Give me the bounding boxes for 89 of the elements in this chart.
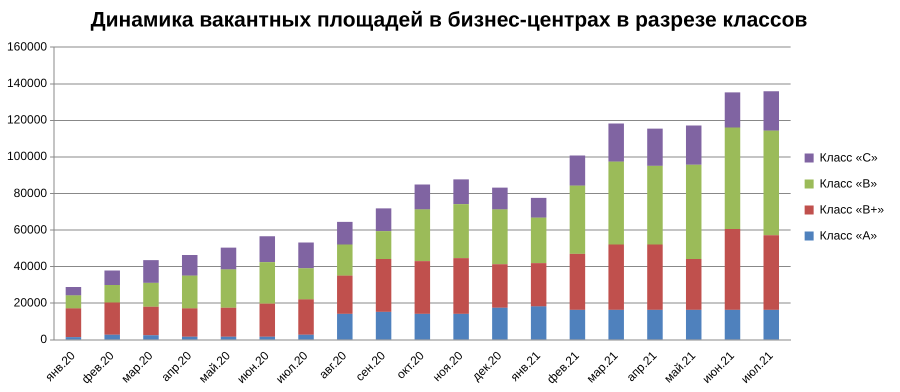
bar	[337, 222, 353, 245]
bar	[298, 242, 314, 268]
bar	[66, 308, 82, 338]
bar	[570, 186, 586, 254]
bar	[647, 166, 663, 245]
bar	[453, 314, 469, 340]
bar	[453, 204, 469, 258]
bar	[220, 336, 236, 340]
legend-label: Класс «В»	[820, 176, 878, 190]
bar	[66, 295, 82, 308]
y-tick-label: 100000	[6, 149, 48, 164]
bar	[337, 314, 353, 340]
bar	[647, 310, 663, 340]
bar	[143, 335, 159, 340]
bar	[492, 209, 508, 264]
bar	[143, 282, 159, 307]
y-tick-label: 120000	[6, 112, 48, 127]
bar	[530, 218, 546, 264]
bar	[260, 336, 276, 340]
bar	[492, 188, 508, 210]
bar	[570, 254, 586, 310]
bar	[260, 236, 276, 262]
bar	[143, 260, 159, 283]
bar	[260, 262, 276, 304]
bar	[686, 125, 702, 165]
y-tick-label: 60000	[14, 222, 48, 236]
bar	[608, 162, 624, 245]
legend-label: Класс «В+»	[820, 202, 884, 216]
bar	[414, 184, 430, 210]
bar	[104, 270, 120, 285]
bar	[220, 269, 236, 308]
bar	[724, 228, 740, 310]
bar	[453, 258, 469, 314]
bar	[298, 334, 314, 340]
bar	[764, 235, 780, 310]
y-tick-label: 80000	[14, 186, 48, 200]
bar	[298, 299, 314, 335]
chart-title: Динамика вакантных площадей в бизнес-центрах в разрезе классов	[90, 8, 808, 32]
y-tick-label: 40000	[14, 258, 48, 273]
bar	[298, 268, 314, 300]
bar	[724, 92, 740, 128]
bar	[492, 308, 508, 340]
bar	[376, 208, 392, 232]
bar	[104, 284, 120, 303]
bar	[724, 127, 740, 229]
bar	[686, 310, 702, 340]
bar	[337, 244, 353, 276]
bar	[608, 244, 624, 310]
bar	[570, 155, 586, 186]
bar	[530, 263, 546, 306]
bar	[182, 276, 198, 308]
bar	[104, 334, 120, 340]
y-tick-label: 160000	[6, 40, 48, 54]
y-tick-label: 20000	[14, 296, 48, 310]
y-tick-label: 140000	[6, 76, 48, 90]
bar	[376, 258, 392, 312]
bar	[686, 164, 702, 259]
bar	[764, 310, 780, 340]
bar	[182, 336, 198, 340]
bar	[530, 306, 546, 340]
bar	[453, 179, 469, 204]
bar	[608, 310, 624, 340]
bar	[376, 231, 392, 259]
bar	[570, 310, 586, 340]
bar	[530, 198, 546, 218]
bar	[647, 244, 663, 310]
bar	[414, 209, 430, 262]
bar	[764, 130, 780, 236]
bar	[182, 308, 198, 337]
bar	[182, 254, 198, 276]
bar	[414, 314, 430, 340]
bar	[220, 248, 236, 270]
bar	[260, 304, 276, 337]
y-tick-label: 0	[40, 332, 48, 346]
bar	[66, 286, 82, 296]
bar	[414, 261, 430, 314]
bar	[686, 258, 702, 310]
legend-label: Класс «С»	[820, 150, 878, 164]
bar	[104, 302, 120, 335]
bar	[143, 306, 159, 336]
bar	[647, 128, 663, 166]
bar	[492, 264, 508, 308]
bar	[220, 308, 236, 337]
bar	[608, 123, 624, 162]
bar	[764, 91, 780, 131]
bar	[337, 276, 353, 314]
legend-label: Класс «А»	[820, 228, 878, 242]
bar	[376, 312, 392, 340]
bar	[724, 310, 740, 340]
